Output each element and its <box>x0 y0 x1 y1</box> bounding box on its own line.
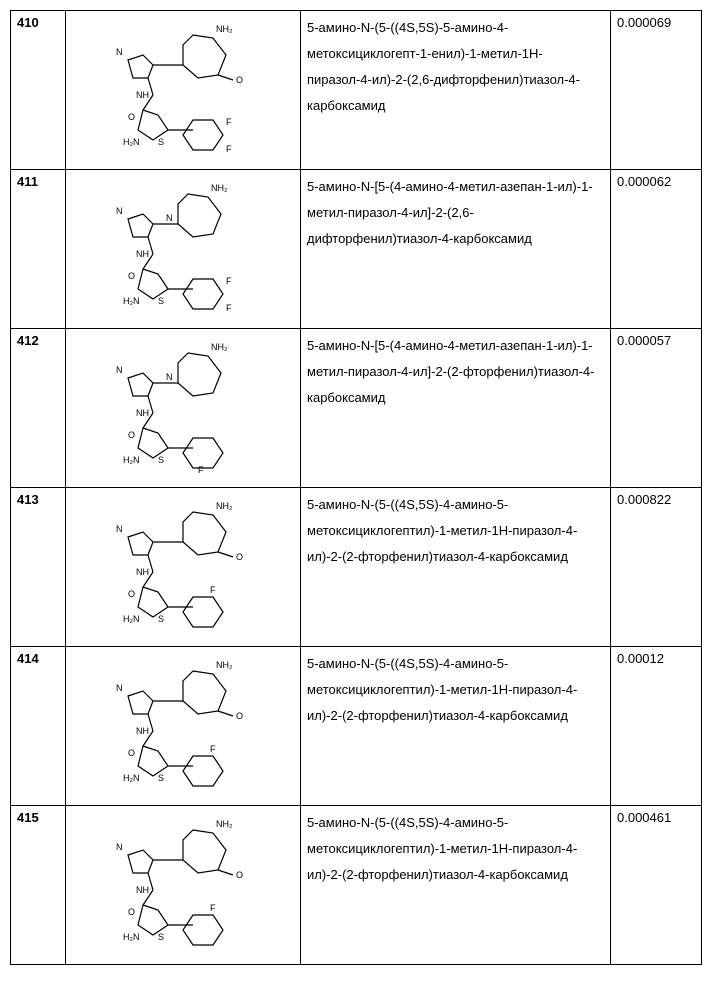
svg-text:F: F <box>226 144 232 154</box>
svg-text:S: S <box>158 296 164 306</box>
table-row: 412 NH₂ <box>11 329 702 488</box>
compound-value-cell: 0.00012 <box>611 647 702 806</box>
structure-cell: NH₂ N N NH O H₂N S F F <box>66 170 301 329</box>
table-body: 410 <box>11 11 702 965</box>
svg-text:F: F <box>210 585 216 595</box>
compound-id-cell: 410 <box>11 11 66 170</box>
molecule-icon: NH₂ N N NH O H₂N S F F <box>98 179 268 319</box>
compound-id-cell: 411 <box>11 170 66 329</box>
svg-text:NH₂: NH₂ <box>216 501 233 511</box>
table-row: 410 <box>11 11 702 170</box>
compound-id-cell: 413 <box>11 488 66 647</box>
structure-box: NH₂ O N NH O H₂N S F <box>72 492 294 642</box>
svg-text:H₂N: H₂N <box>123 455 140 465</box>
svg-text:N: N <box>116 842 123 852</box>
svg-text:O: O <box>236 75 243 85</box>
molecule-icon: NH₂ O N NH O H₂N S F <box>98 497 268 637</box>
svg-text:F: F <box>226 117 232 127</box>
compound-value-cell: 0.000062 <box>611 170 702 329</box>
svg-text:O: O <box>128 271 135 281</box>
compound-name-cell: 5-амино-N-(5-((4S,5S)-5-амино-4-метоксиц… <box>301 11 611 170</box>
svg-text:F: F <box>198 465 204 475</box>
svg-text:O: O <box>236 711 243 721</box>
compound-table: 410 <box>10 10 702 965</box>
compound-id-cell: 414 <box>11 647 66 806</box>
molecule-icon: NH₂ O N NH O H₂N S F <box>98 815 268 955</box>
table-row: 413 <box>11 488 702 647</box>
svg-text:NH: NH <box>136 90 149 100</box>
svg-text:S: S <box>158 932 164 942</box>
svg-text:S: S <box>158 137 164 147</box>
svg-text:F: F <box>226 303 232 313</box>
table-row: 415 <box>11 806 702 965</box>
structure-box: NH₂ N N NH O H₂N S F <box>72 333 294 483</box>
compound-value-cell: 0.000057 <box>611 329 702 488</box>
svg-text:H₂N: H₂N <box>123 296 140 306</box>
svg-text:O: O <box>128 589 135 599</box>
svg-text:N: N <box>116 524 123 534</box>
structure-cell: NH₂ O N NH O H₂N S F <box>66 647 301 806</box>
svg-text:F: F <box>226 276 232 286</box>
compound-value-cell: 0.000461 <box>611 806 702 965</box>
svg-text:NH₂: NH₂ <box>216 24 233 34</box>
svg-text:O: O <box>128 907 135 917</box>
svg-text:NH: NH <box>136 249 149 259</box>
svg-text:S: S <box>158 773 164 783</box>
svg-text:NH: NH <box>136 885 149 895</box>
svg-text:H₂N: H₂N <box>123 932 140 942</box>
compound-name-cell: 5-амино-N-[5-(4-амино-4-метил-азепан-1-и… <box>301 170 611 329</box>
svg-text:N: N <box>116 206 123 216</box>
svg-text:O: O <box>236 552 243 562</box>
svg-text:NH₂: NH₂ <box>211 183 228 193</box>
svg-text:NH₂: NH₂ <box>216 819 233 829</box>
molecule-icon: NH₂ O N NH O H₂N S F <box>98 656 268 796</box>
svg-text:O: O <box>128 430 135 440</box>
compound-name-cell: 5-амино-N-(5-((4S,5S)-4-амино-5-метоксиц… <box>301 647 611 806</box>
structure-cell: NH₂ N N NH O H₂N S F <box>66 329 301 488</box>
svg-text:H₂N: H₂N <box>123 773 140 783</box>
compound-id-cell: 415 <box>11 806 66 965</box>
molecule-icon: NH₂ N N NH O H₂N S F <box>98 338 268 478</box>
compound-name-cell: 5-амино-N-(5-((4S,5S)-4-амино-5-метоксиц… <box>301 488 611 647</box>
structure-cell: NH₂ O N NH O H₂N S F <box>66 806 301 965</box>
compound-name-cell: 5-амино-N-(5-((4S,5S)-4-амино-5-метоксиц… <box>301 806 611 965</box>
structure-box: NH₂ O N NH O H₂N S F <box>72 810 294 960</box>
svg-text:S: S <box>158 455 164 465</box>
svg-text:H₂N: H₂N <box>123 137 140 147</box>
svg-text:N: N <box>166 213 173 223</box>
structure-box: NH₂ O N NH O H₂N S F <box>72 651 294 801</box>
svg-text:NH: NH <box>136 726 149 736</box>
svg-text:O: O <box>128 112 135 122</box>
svg-text:S: S <box>158 614 164 624</box>
structure-cell: NH₂ O N NH O H₂N S F F <box>66 11 301 170</box>
svg-text:N: N <box>116 365 123 375</box>
svg-text:N: N <box>116 683 123 693</box>
svg-text:H₂N: H₂N <box>123 614 140 624</box>
svg-text:NH₂: NH₂ <box>216 660 233 670</box>
structure-box: NH₂ N N NH O H₂N S F F <box>72 174 294 324</box>
table-row: 411 NH₂ <box>11 170 702 329</box>
compound-value-cell: 0.000069 <box>611 11 702 170</box>
svg-text:NH: NH <box>136 408 149 418</box>
compound-name-cell: 5-амино-N-[5-(4-амино-4-метил-азепан-1-и… <box>301 329 611 488</box>
svg-text:O: O <box>128 748 135 758</box>
molecule-icon: NH₂ O N NH O H₂N S F F <box>98 20 268 160</box>
svg-text:NH₂: NH₂ <box>211 342 228 352</box>
table-row: 414 <box>11 647 702 806</box>
svg-text:F: F <box>210 744 216 754</box>
structure-box: NH₂ O N NH O H₂N S F F <box>72 15 294 165</box>
svg-text:N: N <box>166 372 173 382</box>
structure-cell: NH₂ O N NH O H₂N S F <box>66 488 301 647</box>
compound-value-cell: 0.000822 <box>611 488 702 647</box>
compound-id-cell: 412 <box>11 329 66 488</box>
svg-text:F: F <box>210 903 216 913</box>
svg-text:O: O <box>236 870 243 880</box>
svg-text:N: N <box>116 47 123 57</box>
svg-text:NH: NH <box>136 567 149 577</box>
